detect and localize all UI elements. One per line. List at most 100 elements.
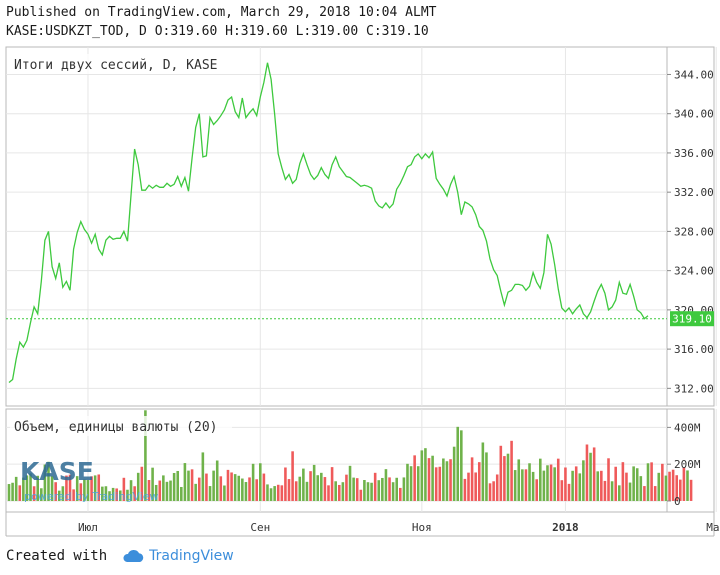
volume-axis[interactable] [666,408,715,513]
volume-bar [40,488,43,501]
volume-bar [36,475,40,501]
volume-bar [255,479,258,501]
volume-bar [244,482,248,501]
price-tick-label: 332.00 [674,186,714,199]
volume-bar [567,483,571,501]
volume-bar [600,470,603,501]
volume-bar [556,458,560,501]
volume-bar [635,468,639,501]
volume-bar [463,478,467,501]
volume-bar [233,474,237,501]
volume-bar [65,475,68,501]
volume-bar [431,455,434,501]
volume-bar [434,467,438,501]
volume-bar [32,486,36,501]
volume-bar [294,481,298,501]
volume-bar [97,474,101,501]
watermark-powered: powered by TradingView [24,490,158,503]
volume-bar [305,481,309,501]
volume-bar [14,476,18,501]
volume-bar [284,467,287,501]
price-axis[interactable] [666,46,715,407]
volume-bar [212,470,215,501]
volume-bar [381,477,384,501]
volume-bar [409,466,413,501]
volume-bar [679,479,682,501]
volume-bar [625,472,628,501]
price-pane-title: Итоги двух сессий, D, KASE [14,58,218,73]
volume-bar [327,485,330,501]
volume-bar [54,482,57,501]
volume-bar [7,484,11,501]
volume-bar [391,482,395,501]
time-tick-label: Сен [250,521,270,534]
volume-tick-label: 0 [674,495,681,508]
price-tick-label: 312.00 [674,382,714,395]
volume-bar [503,456,506,501]
volume-series [7,410,693,501]
volume-bar [596,471,600,501]
volume-bar [215,460,219,501]
volume-bar [287,479,291,501]
volume-bar [219,476,223,501]
price-pane[interactable] [5,46,668,407]
footer: Created with TradingView [6,548,234,564]
time-tick-label: Мар [706,521,720,534]
volume-bar [205,473,208,501]
volume-bar [481,442,485,501]
volume-bar [83,479,86,501]
volume-bar [241,478,244,501]
volume-bar [442,458,445,501]
volume-bar [144,410,147,501]
tradingview-brand[interactable]: TradingView [149,548,234,564]
volume-bar [226,469,230,501]
volume-bar [136,472,140,501]
volume-bar [513,470,517,501]
volume-bar [560,480,564,501]
volume-bar [298,476,302,501]
volume-bar [643,486,646,501]
volume-bar [126,489,129,501]
volume-bar [334,481,337,501]
volume-bar [682,467,686,501]
volume-bar [495,474,499,501]
kase-watermark: KASE powered by TradingView [20,457,158,503]
volume-bar [621,462,625,501]
volume-bar [118,490,122,501]
volume-bar [151,467,154,501]
volume-bar [230,472,233,501]
volume-bar [384,469,388,501]
volume-bar [176,470,180,501]
volume-bar [75,476,79,501]
price-line [8,62,649,383]
symbol-ohlc-line: KASE:USDKZT_TOD, D O:319.60 H:319.60 L:3… [6,24,429,39]
volume-bar [416,466,420,501]
volume-bar [539,458,542,501]
volume-bar [388,477,391,501]
volume-bar [158,480,162,501]
volume-bar [115,488,118,501]
volume-bar [657,472,661,501]
volume-bar [273,486,276,501]
volume-bar [521,469,524,501]
volume-bar [29,473,32,501]
volume-bar [122,477,126,501]
volume-bar [50,476,54,501]
volume-bar [373,472,377,501]
volume-bar [72,489,75,501]
volume-bar [510,440,513,501]
volume-tick-label: 400M [674,421,701,434]
volume-bar [370,482,373,501]
volume-bar [603,480,607,501]
volume-bar [154,484,158,501]
volume-bar [276,484,280,501]
volume-bar [675,475,679,501]
volume-bar [180,486,183,501]
volume-bar [477,462,481,501]
volume-bar [223,485,226,501]
volume-bar [686,470,689,501]
volume-bar [323,477,327,501]
volume-bar [614,466,617,501]
last-price-label: 319.10 [672,313,712,326]
